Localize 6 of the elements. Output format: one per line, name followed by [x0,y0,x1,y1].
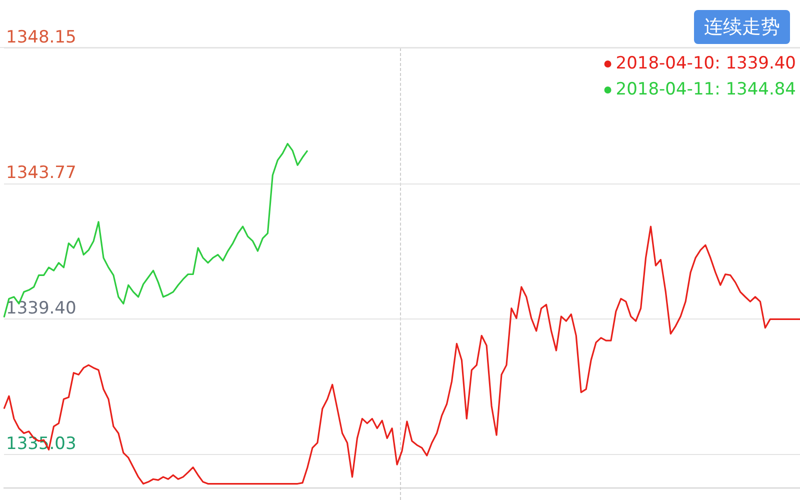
y-tick-label: 1339.40 [6,298,76,319]
legend-label: 2018-04-11: 1344.84 [616,79,796,100]
legend-label: 2018-04-10: 1339.40 [616,53,796,74]
y-tick-label: 1348.15 [6,27,76,48]
text: 连续走势 [694,10,790,44]
y-tick-label: 1343.77 [6,163,76,184]
